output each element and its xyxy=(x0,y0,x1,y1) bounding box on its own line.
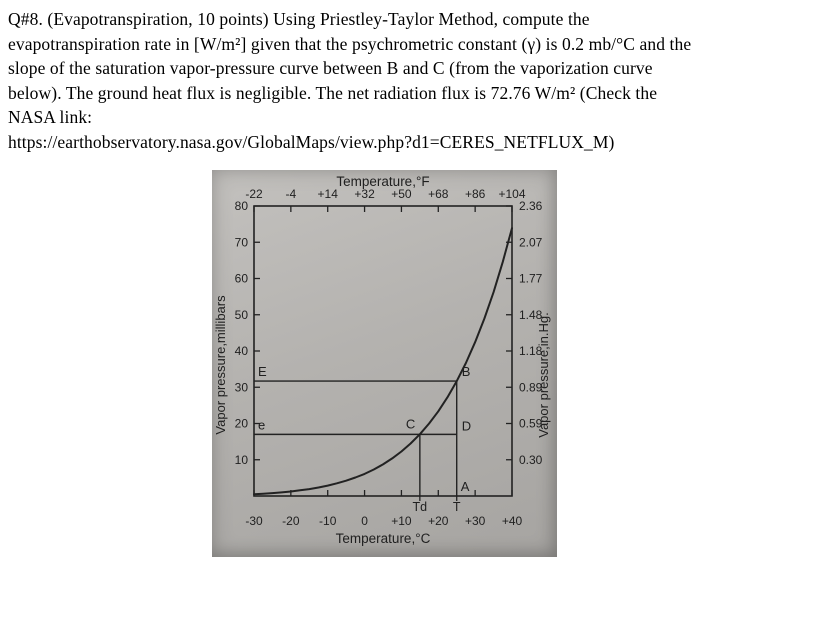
y-tick-label-inhg: 0.30 xyxy=(519,453,543,467)
y-tick-label-mb: 10 xyxy=(235,453,249,467)
point-label-C: C xyxy=(406,416,415,431)
y-tick-label-mb: 40 xyxy=(235,344,249,358)
plot-frame xyxy=(253,205,513,497)
y-tick-label-inhg: 1.48 xyxy=(519,308,543,322)
x-tick-label-f: -22 xyxy=(245,187,263,201)
nasa-link-url: https://earthobservatory.nasa.gov/Global… xyxy=(8,131,615,152)
point-label-A: A xyxy=(461,479,470,494)
x-tick-label-f: +104 xyxy=(498,187,525,201)
saturation-vapor-pressure-curve xyxy=(253,227,513,496)
x-tick-label-f: +86 xyxy=(465,187,486,201)
x-tick-label-c: +30 xyxy=(465,514,486,528)
point-label-e: e xyxy=(258,417,265,432)
right-axis-title: Vapor pressure,in.Hg. xyxy=(536,312,551,438)
point-label-T: T xyxy=(453,500,461,514)
y-tick-label-inhg: 2.07 xyxy=(519,235,543,249)
y-tick-label-mb: 30 xyxy=(235,380,249,394)
saturation-vapor-pressure-chart: 10 0.30 20 0.59 30 0.89 40 1.18 50 1.48 60 1.77 70 2.… xyxy=(213,174,551,546)
question-line-3: slope of the saturation vapor-pressure c… xyxy=(8,58,653,78)
top-axis-title: Temperature,°F xyxy=(336,174,429,189)
x-tick-label-c: -30 xyxy=(245,514,263,528)
question-line-4: below). The ground heat flux is negligib… xyxy=(8,82,658,103)
y-tick-label-mb: 60 xyxy=(235,272,249,286)
x-tick-label-c: -20 xyxy=(282,514,300,528)
y-tick-label-mb: 80 xyxy=(235,199,249,213)
x-tick-label-c: -10 xyxy=(319,514,337,528)
point-label-D: D xyxy=(462,418,471,433)
x-tick-label-f: +32 xyxy=(354,187,375,201)
x-tick-label-c: +20 xyxy=(428,514,449,528)
x-tick-label-c: 0 xyxy=(361,514,368,528)
point-label-E: E xyxy=(258,364,267,379)
y-tick-label-mb: 20 xyxy=(235,417,249,431)
y-tick-label-inhg: 2.36 xyxy=(519,199,543,213)
x-tick-label-f: +68 xyxy=(428,187,449,201)
x-tick-label-f: +50 xyxy=(391,187,412,201)
vaporization-curve-photo: 10 0.30 20 0.59 30 0.89 40 1.18 50 1.48 60 1.77 70 2.… xyxy=(212,170,557,557)
left-axis-title: Vapor pressure,millibars xyxy=(213,295,228,435)
y-tick-label-inhg: 1.18 xyxy=(519,344,543,358)
question-line-1: Q#8. (Evapotranspiration, 10 points) Usi… xyxy=(8,9,590,29)
question-text: Q#8. (Evapotranspiration, 10 points) Usi… xyxy=(8,7,820,154)
y-tick-label-mb: 50 xyxy=(235,308,249,322)
bottom-axis-title: Temperature,°C xyxy=(336,531,431,546)
y-tick-label-inhg: 0.59 xyxy=(519,417,543,431)
x-tick-label-c: +40 xyxy=(502,514,523,528)
question-line-2: evapotranspiration rate in [W/m²] given … xyxy=(8,33,692,54)
x-tick-label-f: +14 xyxy=(318,187,339,201)
x-tick-label-c: +10 xyxy=(391,514,412,528)
x-tick-label-f: -4 xyxy=(286,187,297,201)
question-line-5: NASA link: xyxy=(8,107,93,127)
y-tick-label-inhg: 1.77 xyxy=(519,272,543,286)
point-label-Td: Td xyxy=(413,500,428,514)
y-tick-label-inhg: 0.89 xyxy=(519,380,543,394)
point-label-B: B xyxy=(462,364,471,379)
y-tick-label-mb: 70 xyxy=(235,235,249,249)
